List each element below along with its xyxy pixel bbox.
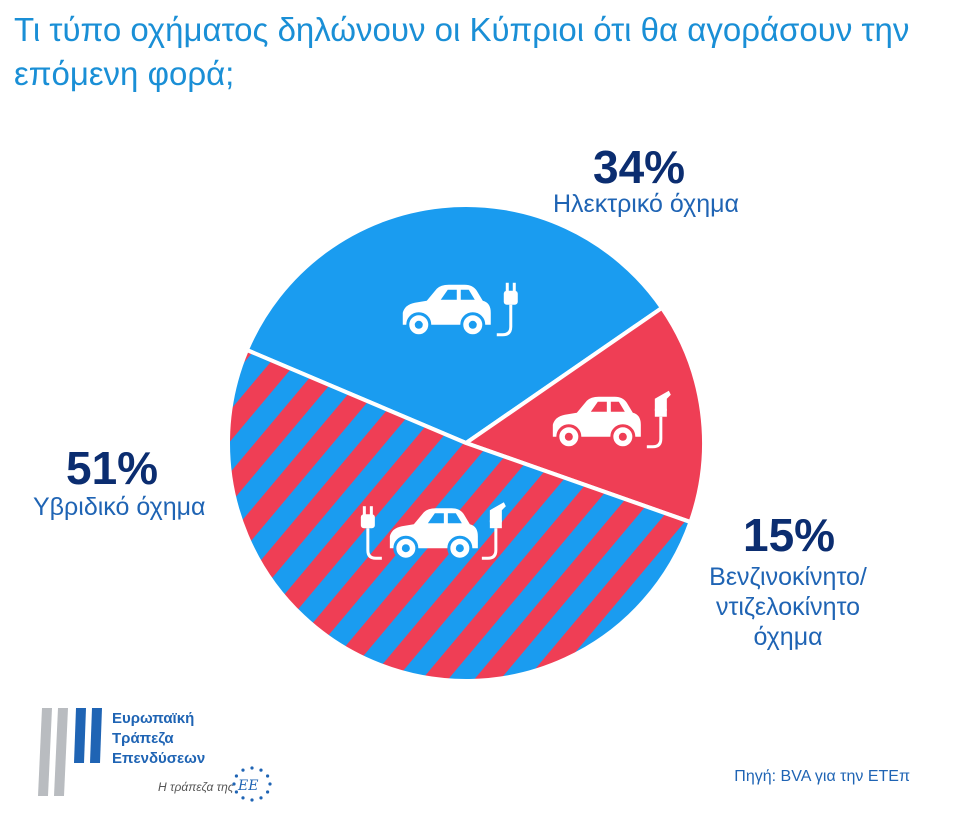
bank-name-line-1: Ευρωπαϊκή	[112, 710, 195, 727]
slice-label-electric: Ηλεκτρικό όχημα	[553, 190, 740, 218]
eib-logo-icon	[38, 708, 102, 796]
slice-label-petrol-line-1: Βενζινοκίνητο/	[709, 563, 867, 591]
bank-name-line-2: Τράπεζα	[112, 730, 174, 747]
slice-label-petrol-line-3: όχημα	[753, 623, 823, 651]
slice-label-petrol-line-2: ντιζελοκίνητο	[715, 593, 860, 621]
slice-percent-hybrid: 51%	[66, 442, 159, 494]
slice-percent-petrol: 15%	[743, 509, 836, 561]
eu-stars-icon: ΕΕ	[232, 766, 272, 802]
source-note: Πηγή: BVA για την ΕΤΕπ	[734, 768, 910, 785]
slice-percent-electric: 34%	[593, 141, 686, 193]
slice-label-petrol: Βενζινοκίνητο/ ντιζελοκίνητο όχημα	[693, 562, 883, 652]
eu-mark: ΕΕ	[237, 778, 258, 794]
bank-name: Ευρωπαϊκή Τράπεζα Επενδύσεων	[112, 709, 205, 769]
slice-label-hybrid: Υβριδικό όχημα	[33, 493, 206, 521]
bank-tagline: Η τράπεζα της	[158, 780, 234, 794]
bank-name-line-3: Επενδύσεων	[112, 750, 206, 767]
chart-title: Τι τύπο οχήματος δηλώνουν οι Κύπριοι ότι…	[14, 11, 910, 92]
